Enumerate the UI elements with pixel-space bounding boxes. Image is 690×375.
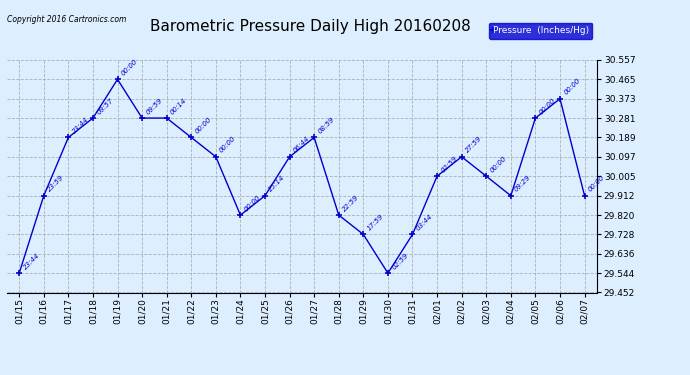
Pressure  (Inches/Hg) <box>384 271 392 275</box>
Pressure  (Inches/Hg) <box>39 194 48 198</box>
Text: 06:44: 06:44 <box>293 135 311 154</box>
Text: 23:59: 23:59 <box>46 174 65 193</box>
Pressure  (Inches/Hg) <box>310 135 318 140</box>
Pressure  (Inches/Hg) <box>261 194 269 198</box>
Text: Barometric Pressure Daily High 20160208: Barometric Pressure Daily High 20160208 <box>150 19 471 34</box>
Text: 09:29: 09:29 <box>513 174 532 193</box>
Text: 08:59: 08:59 <box>317 116 335 135</box>
Text: Copyright 2016 Cartronics.com: Copyright 2016 Cartronics.com <box>7 15 126 24</box>
Text: 00:00: 00:00 <box>489 155 508 173</box>
Pressure  (Inches/Hg) <box>163 116 171 120</box>
Text: 22:59: 22:59 <box>342 194 360 212</box>
Text: 03:44: 03:44 <box>415 213 434 232</box>
Text: 27:59: 27:59 <box>464 135 483 154</box>
Text: 02:59: 02:59 <box>391 252 409 270</box>
Pressure  (Inches/Hg) <box>64 135 72 140</box>
Text: 23:44: 23:44 <box>71 116 90 135</box>
Pressure  (Inches/Hg) <box>433 174 441 178</box>
Text: 00:00: 00:00 <box>587 174 606 193</box>
Text: 09:57: 09:57 <box>96 97 115 115</box>
Text: 00:00: 00:00 <box>538 97 557 115</box>
Text: 09:59: 09:59 <box>145 97 164 115</box>
Pressure  (Inches/Hg) <box>236 213 244 217</box>
Pressure  (Inches/Hg) <box>408 232 417 237</box>
Text: 23:44: 23:44 <box>22 252 41 270</box>
Pressure  (Inches/Hg) <box>89 116 97 120</box>
Pressure  (Inches/Hg) <box>506 194 515 198</box>
Pressure  (Inches/Hg) <box>457 154 466 159</box>
Pressure  (Inches/Hg) <box>359 232 368 237</box>
Pressure  (Inches/Hg) <box>113 77 121 82</box>
Pressure  (Inches/Hg) <box>556 96 564 101</box>
Text: 00:00: 00:00 <box>243 194 262 212</box>
Pressure  (Inches/Hg) <box>15 271 23 275</box>
Pressure  (Inches/Hg) <box>335 213 343 217</box>
Pressure  (Inches/Hg) <box>580 194 589 198</box>
Text: 02:59: 02:59 <box>440 155 458 173</box>
Pressure  (Inches/Hg) <box>286 154 294 159</box>
Line: Pressure  (Inches/Hg): Pressure (Inches/Hg) <box>16 76 588 277</box>
Pressure  (Inches/Hg) <box>187 135 195 140</box>
Pressure  (Inches/Hg) <box>212 154 220 159</box>
Legend: Pressure  (Inches/Hg): Pressure (Inches/Hg) <box>489 22 592 39</box>
Pressure  (Inches/Hg) <box>482 174 491 178</box>
Pressure  (Inches/Hg) <box>531 116 540 120</box>
Text: 00:00: 00:00 <box>120 58 139 76</box>
Text: 25:14: 25:14 <box>268 174 286 193</box>
Text: 00:14: 00:14 <box>170 97 188 115</box>
Text: 00:00: 00:00 <box>563 77 582 96</box>
Pressure  (Inches/Hg) <box>138 116 146 120</box>
Text: 00:00: 00:00 <box>194 116 213 135</box>
Text: 17:59: 17:59 <box>366 213 385 232</box>
Text: 00:00: 00:00 <box>219 135 237 154</box>
